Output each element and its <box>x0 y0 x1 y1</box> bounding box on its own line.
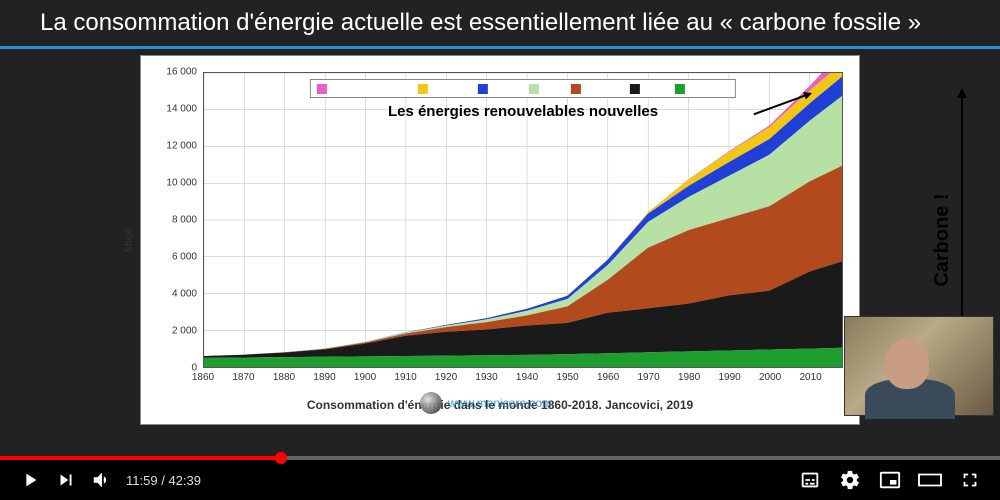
carbone-label: Carbone ! <box>931 193 954 286</box>
y-tick: 8 000 <box>157 215 197 226</box>
theater-button[interactable] <box>912 462 948 498</box>
y-tick: 4 000 <box>157 289 197 300</box>
source-watermark: www.manicore.com <box>420 392 552 414</box>
x-tick: 1940 <box>516 372 538 383</box>
source-url: www.manicore.com <box>448 396 552 410</box>
chart-annotation: Les énergies renouvelables nouvelles <box>388 103 658 120</box>
legend-item: Nuclear <box>418 83 468 94</box>
energy-chart: Mtoe 02 0004 0006 0008 00010 00012 00014… <box>140 55 860 425</box>
presenter-webcam <box>844 316 994 416</box>
time-display: 11:59 / 42:39 <box>126 473 201 488</box>
volume-button[interactable] <box>84 462 120 498</box>
y-tick: 14 000 <box>157 104 197 115</box>
x-axis: 1860187018801890190019101920193019401950… <box>203 370 843 388</box>
duration: 42:39 <box>168 473 201 488</box>
fullscreen-button[interactable] <box>952 462 988 498</box>
y-tick: 16 000 <box>157 67 197 78</box>
y-tick: 6 000 <box>157 252 197 263</box>
video-player: La consommation d'énergie actuelle est e… <box>0 0 1000 500</box>
x-tick: 1930 <box>475 372 497 383</box>
x-tick: 1880 <box>273 372 295 383</box>
legend-item: Coal <box>630 83 665 94</box>
x-tick: 1920 <box>435 372 457 383</box>
legend-item: New renewables <box>317 83 408 94</box>
globe-icon <box>420 392 442 414</box>
x-tick: 1950 <box>556 372 578 383</box>
chart-legend: New renewables Nuclear Hydro Gas Liquids Coal… <box>310 79 736 98</box>
x-tick: 1860 <box>192 372 214 383</box>
x-tick: 1980 <box>678 372 700 383</box>
x-tick: 2010 <box>799 372 821 383</box>
x-tick: 2000 <box>759 372 781 383</box>
chart-plot-area: New renewables Nuclear Hydro Gas Liquids Coal… <box>203 72 843 368</box>
miniplayer-button[interactable] <box>872 462 908 498</box>
x-tick: 1970 <box>637 372 659 383</box>
legend-item: Gas <box>529 83 561 94</box>
next-button[interactable] <box>48 462 84 498</box>
play-button[interactable] <box>12 462 48 498</box>
y-axis: 02 0004 0006 0008 00010 00012 00014 0001… <box>157 72 197 368</box>
slide-title: La consommation d'énergie actuelle est e… <box>0 0 1000 44</box>
x-tick: 1990 <box>718 372 740 383</box>
x-tick: 1960 <box>597 372 619 383</box>
current-time: 11:59 <box>126 473 158 488</box>
title-underline <box>0 46 1000 49</box>
y-tick: 2 000 <box>157 326 197 337</box>
video-frame: La consommation d'énergie actuelle est e… <box>0 0 1000 460</box>
legend-item: Biomass <box>674 83 729 94</box>
legend-item: Liquids <box>571 83 620 94</box>
player-controls: 11:59 / 42:39 <box>0 460 1000 500</box>
y-axis-label: Mtoe <box>123 228 135 252</box>
settings-button[interactable] <box>832 462 868 498</box>
x-tick: 1890 <box>313 372 335 383</box>
x-tick: 1870 <box>232 372 254 383</box>
y-tick: 12 000 <box>157 141 197 152</box>
x-tick: 1900 <box>354 372 376 383</box>
subtitles-button[interactable] <box>792 462 828 498</box>
x-tick: 1910 <box>394 372 416 383</box>
legend-item: Hydro <box>477 83 519 94</box>
y-tick: 10 000 <box>157 178 197 189</box>
